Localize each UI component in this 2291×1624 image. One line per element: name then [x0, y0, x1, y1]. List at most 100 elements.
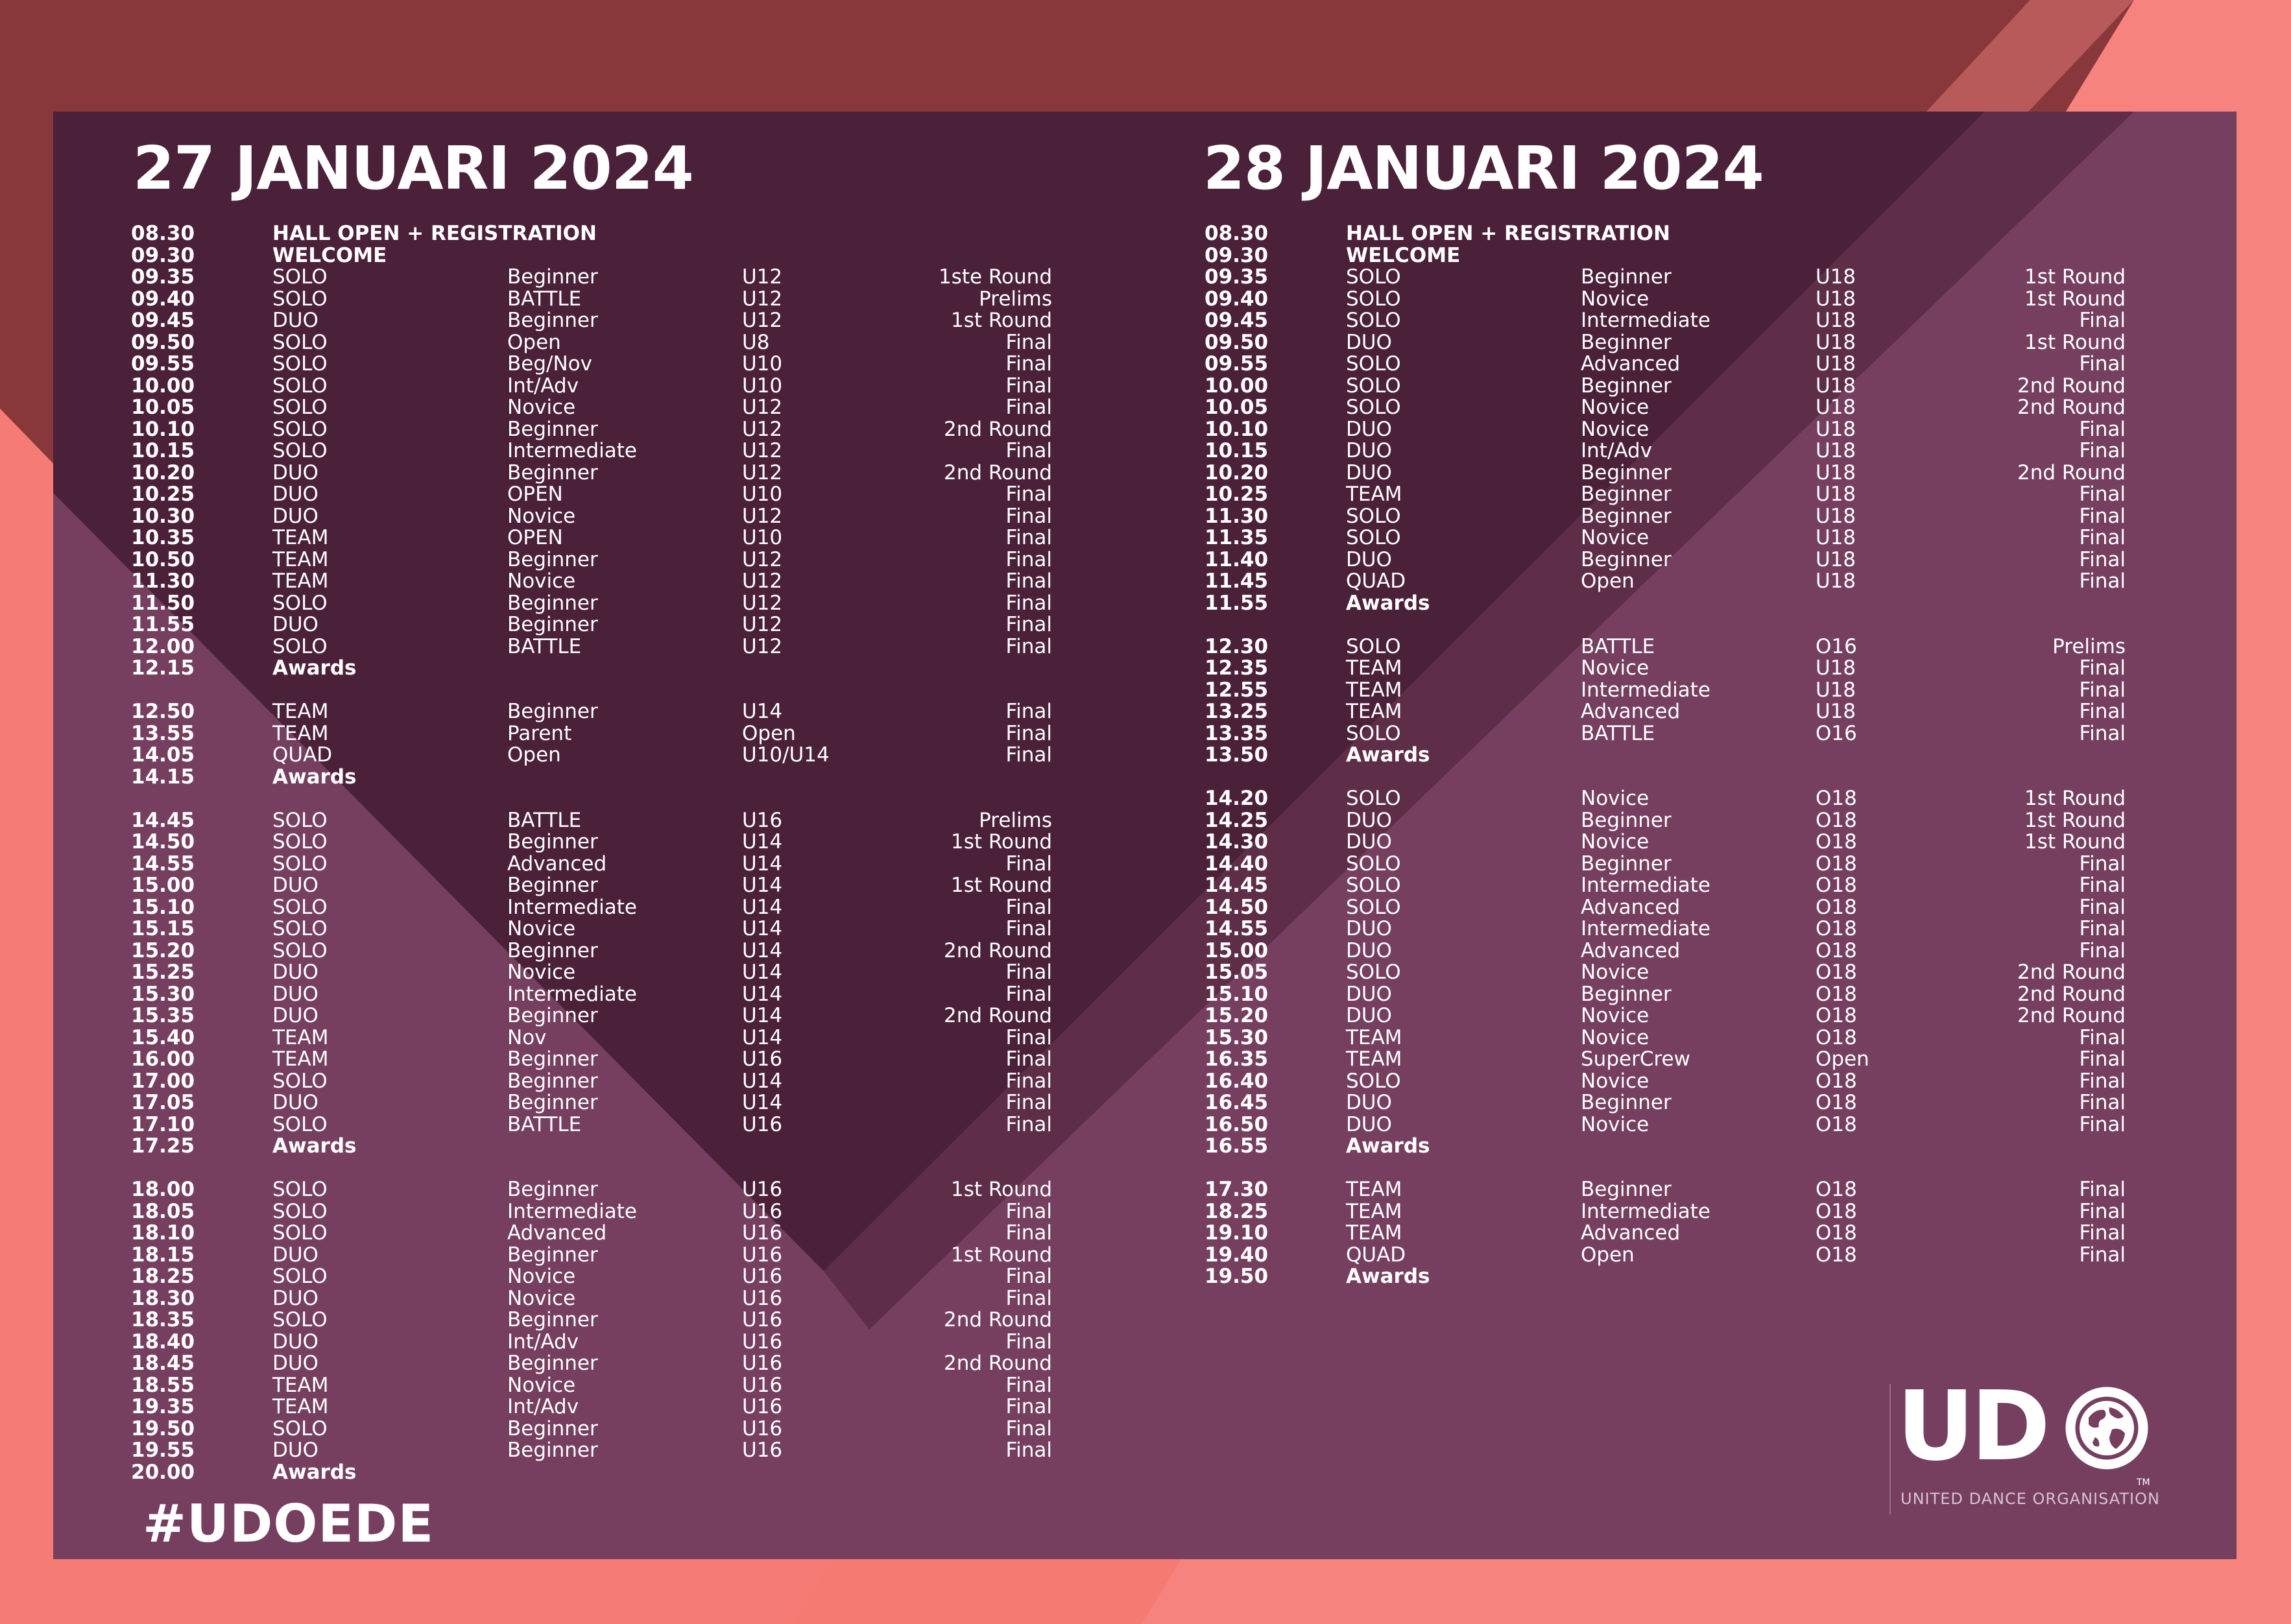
event-cell: SOLO: [1346, 961, 1401, 984]
level-cell: Beginner: [507, 1178, 598, 1201]
time-cell: 08.30: [1205, 222, 1269, 245]
round-cell: Final: [2079, 439, 2126, 462]
time-cell: 09.40: [131, 287, 195, 311]
event-cell: DUO: [1346, 417, 1392, 441]
level-cell: Novice: [1581, 417, 1649, 441]
round-cell: Final: [2079, 874, 2126, 897]
schedule-row: 16.35 TEAM SuperCrew Open Final: [1205, 1047, 2126, 1071]
age-cell: O16: [1816, 634, 1857, 658]
event-cell: TEAM: [272, 721, 329, 745]
round-cell: Final: [1005, 1373, 1052, 1397]
event-cell: DUO: [1346, 1112, 1392, 1136]
event-cell: SOLO: [1346, 265, 1401, 289]
event-cell: SOLO: [272, 830, 328, 854]
round-cell: Final: [2079, 852, 2126, 876]
event-cell: SOLO: [1346, 1069, 1401, 1093]
event-cell: DUO: [1346, 460, 1392, 484]
schedule-row: 10.30 DUO Novice U12 Final: [131, 504, 1052, 528]
age-cell: U16: [742, 1286, 783, 1310]
schedule-row: 20.00 Awards: [131, 1460, 1052, 1484]
schedule-row: 09.50 SOLO Open U8 Final: [131, 331, 1052, 354]
time-cell: 14.20: [1205, 787, 1269, 810]
schedule-row: 10.00 SOLO Beginner U18 2nd Round: [1205, 375, 2126, 398]
level-cell: Beginner: [1581, 483, 1672, 506]
round-cell: Final: [2079, 569, 2126, 593]
globe-icon: [2065, 1387, 2148, 1470]
level-cell: Novice: [1581, 526, 1649, 549]
event-cell: HALL OPEN + REGISTRATION: [272, 222, 597, 245]
round-cell: 2nd Round: [2017, 460, 2126, 484]
event-cell: TEAM: [1346, 1199, 1402, 1223]
level-cell: Beginner: [1581, 504, 1672, 528]
time-cell: 18.30: [131, 1286, 195, 1310]
schedule-row: 14.50 SOLO Advanced O18 Final: [1205, 896, 2126, 919]
age-cell: Open: [1816, 1047, 1869, 1071]
round-cell: 1st Round: [2024, 808, 2126, 832]
age-cell: O18: [1816, 961, 1857, 984]
time-cell: 19.50: [131, 1416, 195, 1440]
round-cell: Final: [1005, 1025, 1052, 1049]
age-cell: U18: [1816, 700, 1856, 723]
age-cell: O18: [1816, 938, 1857, 962]
schedule-row: 15.35 DUO Beginner U14 2nd Round: [131, 1005, 1052, 1027]
age-cell: U16: [742, 1352, 783, 1375]
time-cell: 19.35: [131, 1395, 195, 1418]
age-cell: U16: [742, 1439, 783, 1462]
event-cell: SOLO: [272, 374, 328, 398]
age-cell: U18: [1816, 483, 1856, 506]
round-cell: Final: [2079, 938, 2126, 962]
round-cell: 1st Round: [951, 309, 1052, 332]
round-cell: 1st Round: [2024, 830, 2126, 854]
round-cell: Final: [1005, 895, 1052, 919]
schedule-row: 09.35 SOLO Beginner U18 1st Round: [1205, 265, 2126, 289]
event-cell: DUO: [272, 1330, 318, 1354]
round-cell: Final: [1005, 961, 1052, 984]
event-cell: Awards: [272, 1460, 357, 1484]
schedule-row: 15.10 SOLO Intermediate U14 Final: [131, 895, 1052, 919]
time-cell: 14.25: [1205, 808, 1269, 832]
age-cell: U10/U14: [742, 743, 830, 767]
age-cell: O18: [1816, 830, 1857, 854]
round-cell: Final: [2079, 721, 2126, 745]
round-cell: Final: [1005, 569, 1052, 593]
event-cell: SOLO: [272, 1069, 328, 1093]
round-cell: 2nd Round: [944, 1004, 1052, 1027]
round-cell: 2nd Round: [944, 1352, 1052, 1375]
schedule-row: 18.55 TEAM Novice U16 Final: [131, 1373, 1052, 1397]
event-cell: TEAM: [1346, 1178, 1402, 1201]
event-cell: SOLO: [1346, 309, 1401, 332]
age-cell: O18: [1816, 1091, 1857, 1114]
time-cell: 10.30: [131, 504, 195, 528]
event-cell: QUAD: [1346, 569, 1406, 593]
schedule-gap: [1205, 614, 2126, 636]
age-cell: U14: [742, 1025, 783, 1049]
level-cell: Novice: [1581, 287, 1649, 311]
round-cell: Final: [2079, 1091, 2126, 1114]
level-cell: Novice: [507, 1286, 576, 1310]
schedule-row: 18.05 SOLO Intermediate U16 Final: [131, 1200, 1052, 1223]
time-cell: 11.30: [1205, 504, 1269, 528]
schedule-row: 11.30 SOLO Beginner U18 Final: [1205, 504, 2126, 528]
time-cell: 09.35: [131, 265, 195, 289]
schedule-row: 12.30 SOLO BATTLE O16 Prelims: [1205, 636, 2126, 658]
level-cell: Intermediate: [1581, 1199, 1711, 1223]
age-cell: U18: [1816, 396, 1856, 419]
event-cell: SOLO: [1346, 852, 1401, 876]
time-cell: 17.30: [1205, 1178, 1269, 1201]
event-cell: DUO: [272, 1243, 318, 1267]
time-cell: 10.25: [1205, 483, 1269, 506]
event-cell: DUO: [1346, 1091, 1392, 1114]
round-cell: Final: [2079, 1199, 2126, 1223]
level-cell: Beginner: [507, 874, 598, 897]
event-cell: TEAM: [1346, 483, 1402, 506]
age-cell: U14: [742, 1004, 783, 1027]
round-cell: Final: [1005, 982, 1052, 1006]
time-cell: 11.55: [131, 613, 195, 636]
age-cell: O18: [1816, 808, 1857, 832]
time-cell: 10.00: [131, 374, 195, 398]
time-cell: 11.45: [1205, 569, 1269, 593]
time-cell: 12.55: [1205, 678, 1269, 702]
time-cell: 17.10: [131, 1112, 195, 1136]
time-cell: 14.40: [1205, 852, 1269, 876]
time-cell: 12.00: [131, 634, 195, 658]
